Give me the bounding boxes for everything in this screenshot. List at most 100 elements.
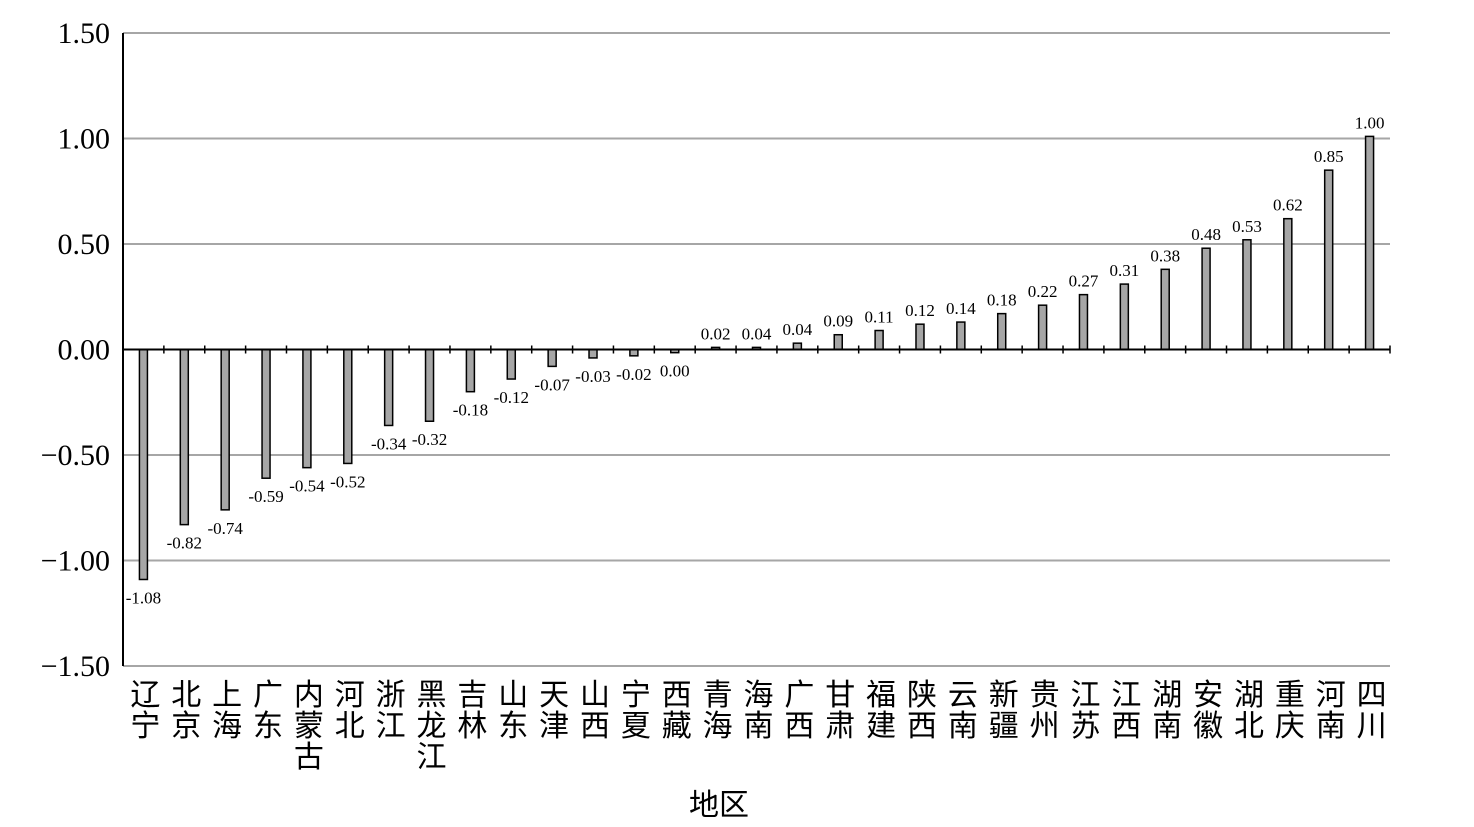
y-tick-label: 0.00 xyxy=(58,334,111,367)
data-label: 0.00 xyxy=(660,362,690,381)
data-label: -0.54 xyxy=(289,477,325,496)
data-label: -0.59 xyxy=(248,487,283,506)
y-tick-label: −1.00 xyxy=(41,545,110,578)
category-label: 安徽 xyxy=(1193,678,1223,744)
data-label: -0.34 xyxy=(371,434,407,453)
category-label: 天津 xyxy=(539,678,569,744)
y-tick-label: −1.50 xyxy=(41,650,110,683)
data-label: -0.07 xyxy=(534,375,570,394)
category-label: 山东 xyxy=(498,678,528,744)
category-label: 上海 xyxy=(212,678,242,744)
category-label: 新疆 xyxy=(989,678,1019,744)
category-label: 青海 xyxy=(703,678,733,744)
axes xyxy=(122,33,1391,666)
bar xyxy=(956,321,966,351)
category-label: 福建 xyxy=(866,678,896,744)
y-tick-label: 0.50 xyxy=(58,228,111,261)
category-label: 云南 xyxy=(948,678,978,744)
bar xyxy=(874,329,884,351)
category-label: 陕西 xyxy=(907,678,937,744)
bar xyxy=(302,348,312,469)
y-tick-label: −0.50 xyxy=(41,439,110,472)
y-tick-label: 1.00 xyxy=(58,123,111,156)
category-label: 广西 xyxy=(784,678,814,744)
data-label: 0.04 xyxy=(742,324,772,343)
data-label: 0.38 xyxy=(1150,246,1180,265)
bar xyxy=(343,348,353,465)
data-label: 0.14 xyxy=(946,299,976,318)
bar xyxy=(833,333,843,351)
category-label: 浙江 xyxy=(376,678,406,744)
bar xyxy=(383,348,394,427)
y-tick-labels: −1.50 −1.00 −0.50 0.00 0.50 1.00 1.50 xyxy=(41,17,110,683)
bar xyxy=(1037,304,1048,351)
bar xyxy=(1364,135,1375,351)
category-label: 湖南 xyxy=(1152,678,1182,744)
data-label: 0.48 xyxy=(1191,225,1221,244)
category-label: 海南 xyxy=(744,678,774,744)
data-label: 0.02 xyxy=(701,324,731,343)
bar xyxy=(506,348,517,380)
data-label: 0.18 xyxy=(987,291,1017,310)
category-label: 山西 xyxy=(580,678,610,744)
bar xyxy=(220,348,230,511)
x-axis-title: 地区 xyxy=(689,788,749,823)
data-label: 0.62 xyxy=(1273,196,1303,215)
bar xyxy=(1201,247,1211,351)
bar xyxy=(138,348,149,581)
data-label: 0.04 xyxy=(782,320,812,339)
category-label: 四川 xyxy=(1357,678,1387,744)
bar xyxy=(1242,239,1252,351)
category-label: 北京 xyxy=(171,678,201,744)
bar xyxy=(547,348,557,368)
category-label: 广东 xyxy=(253,678,283,744)
data-label: -0.12 xyxy=(494,388,529,407)
bar xyxy=(179,348,190,526)
category-labels: 辽宁北京上海广东内蒙古河北浙江黑龙江吉林山东天津山西宁夏西藏青海海南广西甘肃福建… xyxy=(130,678,1386,775)
category-label: 甘肃 xyxy=(825,678,855,744)
data-label: 0.27 xyxy=(1069,272,1099,291)
category-label: 江苏 xyxy=(1070,678,1100,744)
bar xyxy=(1283,217,1293,351)
bars xyxy=(138,135,1375,581)
gridlines xyxy=(123,32,1390,667)
data-label: -0.18 xyxy=(453,401,488,420)
category-label: 辽宁 xyxy=(130,678,160,744)
bar xyxy=(1160,268,1170,351)
data-label: 0.09 xyxy=(823,312,853,331)
category-label: 河北 xyxy=(335,678,365,744)
category-label: 重庆 xyxy=(1275,678,1305,744)
data-label: 1.00 xyxy=(1355,113,1385,132)
data-label: -0.82 xyxy=(167,534,202,553)
category-label: 江西 xyxy=(1111,678,1141,744)
category-label: 湖北 xyxy=(1234,678,1264,744)
category-label: 河南 xyxy=(1316,678,1346,744)
data-label: -1.08 xyxy=(126,588,161,607)
data-labels: -1.08 -0.82 -0.74 -0.59 -0.54 -0.52 -0.34 -0.32… xyxy=(126,113,1385,607)
bar xyxy=(1119,283,1130,351)
bar xyxy=(1078,293,1089,351)
data-label: 0.11 xyxy=(865,308,894,327)
category-label: 内蒙古 xyxy=(294,678,324,775)
category-label: 黑龙江 xyxy=(417,678,447,775)
y-tick-label: 1.50 xyxy=(58,17,111,50)
data-label: 0.85 xyxy=(1314,147,1344,166)
bar xyxy=(465,348,476,393)
category-label: 吉林 xyxy=(457,678,487,744)
category-label: 西藏 xyxy=(662,678,692,744)
bar xyxy=(261,348,271,479)
category-label: 贵州 xyxy=(1030,678,1060,744)
bar xyxy=(424,348,435,422)
data-label: -0.03 xyxy=(575,367,610,386)
data-label: 0.22 xyxy=(1028,282,1058,301)
bar xyxy=(996,312,1007,351)
bar xyxy=(1323,169,1334,351)
bar xyxy=(915,323,925,351)
data-label: -0.74 xyxy=(207,519,243,538)
bar xyxy=(588,348,598,359)
data-label: 0.12 xyxy=(905,301,935,320)
data-label: -0.32 xyxy=(412,430,447,449)
data-label: -0.02 xyxy=(616,365,651,384)
